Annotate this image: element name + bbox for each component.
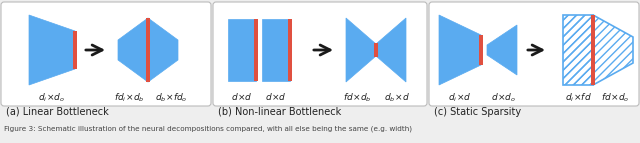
Text: (b) Non-linear Bottleneck: (b) Non-linear Bottleneck (218, 107, 341, 117)
Polygon shape (439, 15, 481, 85)
Text: $d_i\!\times\!fd$: $d_i\!\times\!fd$ (564, 91, 591, 104)
Polygon shape (593, 15, 633, 85)
Bar (479, 35, 483, 65)
Text: $d\!\times\!d_o$: $d\!\times\!d_o$ (492, 91, 516, 104)
Bar (563, 15, 593, 85)
Bar (262, 19, 290, 81)
Polygon shape (148, 18, 178, 82)
Text: $d_i\!\times\!d_o$: $d_i\!\times\!d_o$ (38, 91, 65, 104)
Bar (228, 19, 256, 81)
Bar (73, 31, 77, 69)
Polygon shape (29, 15, 75, 85)
FancyBboxPatch shape (429, 2, 639, 106)
Bar (374, 43, 378, 57)
Text: $d\!\times\!d$: $d\!\times\!d$ (231, 91, 253, 102)
Bar (146, 18, 150, 82)
Text: $d_i\!\times\!d$: $d_i\!\times\!d$ (448, 91, 472, 104)
Polygon shape (487, 25, 517, 75)
Polygon shape (118, 18, 148, 82)
Bar (591, 15, 595, 85)
Text: $d_b\!\times\!d$: $d_b\!\times\!d$ (384, 91, 410, 104)
Text: (a) Linear Bottleneck: (a) Linear Bottleneck (6, 107, 109, 117)
Bar (288, 19, 292, 81)
Text: Figure 3: Schematic illustration of the neural decompositions compared, with all: Figure 3: Schematic illustration of the … (4, 125, 412, 132)
Text: $d_b\!\times\!fd_o$: $d_b\!\times\!fd_o$ (155, 91, 188, 104)
Text: $fd_i\!\times\!d_b$: $fd_i\!\times\!d_b$ (114, 91, 144, 104)
Text: $d\!\times\!d$: $d\!\times\!d$ (265, 91, 287, 102)
Bar (563, 15, 593, 85)
FancyBboxPatch shape (1, 2, 211, 106)
FancyBboxPatch shape (213, 2, 427, 106)
Bar (254, 19, 258, 81)
Text: $fd\!\times\!d_b$: $fd\!\times\!d_b$ (343, 91, 371, 104)
Text: (c) Static Sparsity: (c) Static Sparsity (434, 107, 521, 117)
Text: $fd\!\times\!d_o$: $fd\!\times\!d_o$ (601, 91, 629, 104)
Polygon shape (376, 18, 406, 82)
Polygon shape (346, 18, 376, 82)
